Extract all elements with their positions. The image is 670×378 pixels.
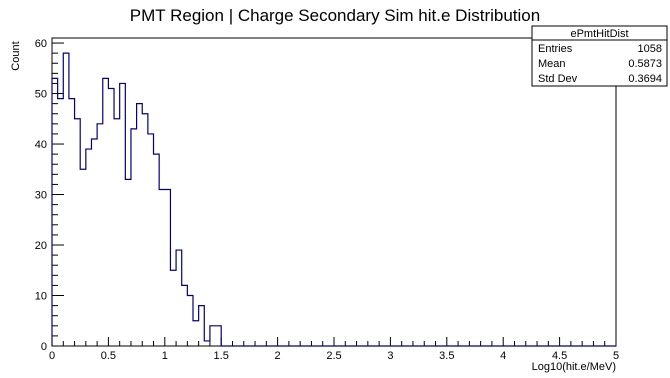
x-tick-label: 5 <box>613 350 619 362</box>
x-tick-label: 1 <box>162 350 168 362</box>
stats-stddev-label: Std Dev <box>538 73 578 85</box>
plot-frame <box>51 37 617 347</box>
histogram-series <box>51 52 616 347</box>
stats-entries-value: 1058 <box>638 43 662 55</box>
x-tick-label: 0 <box>49 350 55 362</box>
stats-stddev-value: 0.3694 <box>628 73 662 85</box>
x-axis: 0 0.5 1 1.5 2 2.5 3 3.5 4 4.5 5 <box>49 337 619 362</box>
y-tick-label: 60 <box>35 38 47 50</box>
chart-title: PMT Region | Charge Secondary Sim hit.e … <box>130 6 540 25</box>
stats-mean-value: 0.5873 <box>628 58 662 70</box>
y-axis-title: Count <box>10 41 22 70</box>
stats-mean-label: Mean <box>538 58 566 70</box>
stats-box-frame <box>531 25 668 87</box>
x-axis-title: Log10(hit.e/MeV) <box>532 361 616 373</box>
y-tick-label: 50 <box>35 89 47 101</box>
y-tick-label: 0 <box>41 341 47 353</box>
x-tick-label: 2.5 <box>326 350 341 362</box>
x-tick-label: 0.5 <box>101 350 116 362</box>
y-axis: 0 10 20 30 40 50 60 <box>35 38 64 353</box>
y-tick-label: 10 <box>35 291 47 303</box>
x-tick-label: 4 <box>500 350 506 362</box>
x-tick-label: 1.5 <box>214 350 229 362</box>
x-tick-label: 3 <box>387 350 393 362</box>
stats-box: ePmtHitDist Entries 1058 Mean 0.5873 Std… <box>531 25 668 87</box>
x-tick-label: 2 <box>275 350 281 362</box>
x-tick-label: 3.5 <box>439 350 454 362</box>
y-tick-label: 20 <box>35 240 47 252</box>
y-tick-label: 30 <box>35 190 47 202</box>
x-tick-label: 4.5 <box>552 350 567 362</box>
stats-box-name: ePmtHitDist <box>570 28 628 40</box>
y-tick-label: 40 <box>35 139 47 151</box>
stats-entries-label: Entries <box>538 43 573 55</box>
